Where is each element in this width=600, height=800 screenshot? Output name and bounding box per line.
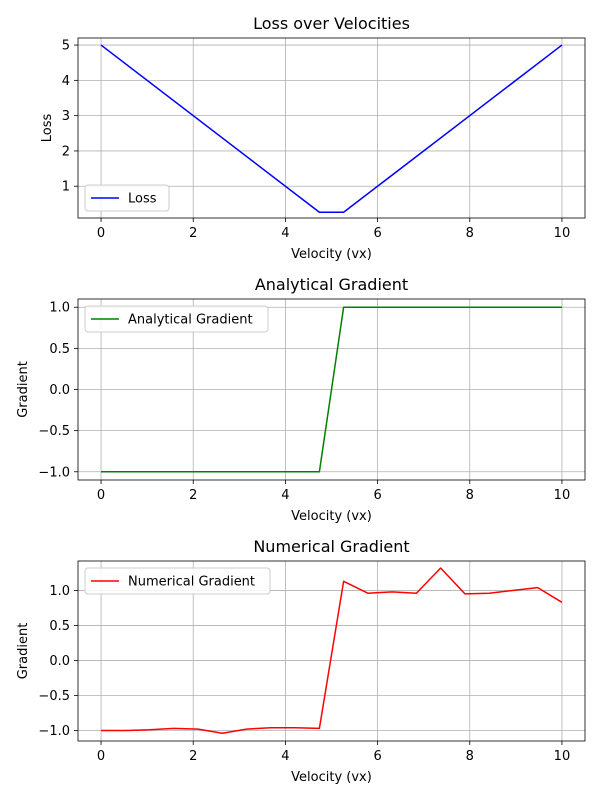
x-tick-label: 2 [189,226,197,241]
y-tick-label: 2 [62,144,70,159]
y-axis-label: Gradient [16,361,31,418]
x-tick-label: 0 [97,226,105,241]
x-tick-label: 2 [189,749,197,764]
x-tick-label: 4 [281,488,289,503]
chart-title: Analytical Gradient [255,275,408,294]
y-tick-label: −1.0 [38,724,70,739]
y-tick-label: −0.5 [38,689,70,704]
x-axis-label: Velocity (vx) [291,247,372,262]
y-tick-label: 3 [62,109,70,124]
y-tick-label: 5 [62,39,70,54]
legend-label: Analytical Gradient [128,313,253,328]
y-tick-label: 0.0 [49,383,70,398]
legend: Analytical Gradient [84,305,269,333]
x-tick-label: 8 [466,226,474,241]
y-tick-label: 0.0 [49,654,70,669]
series-line-1 [100,44,563,213]
series-line-1 [101,306,562,473]
chart-2: 0 2 4 6 8 10 −1.0 −0.5 0.0 0.5 1.0 Analytical Gradi… [16,275,586,524]
y-tick-label: 1.0 [49,301,70,316]
y-tick-label: −0.5 [38,424,70,439]
legend-label: Loss [128,192,157,207]
y-axis-label: Gradient [16,623,31,680]
x-tick-label: 6 [373,226,381,241]
legend-box [84,567,271,595]
y-tick-label: 1 [62,180,70,195]
chart-title: Loss over Velocities [253,14,410,33]
legend: Loss [84,184,170,212]
y-tick-label: 1.0 [49,584,70,599]
legend-box [84,305,269,333]
x-tick-label: 10 [554,749,571,764]
x-tick-label: 0 [97,749,105,764]
x-axis-label: Velocity (vx) [291,770,372,785]
x-tick-label: 10 [554,226,571,241]
y-axis-label: Loss [40,114,55,143]
axes-frame [77,37,586,219]
chart-3: 0 2 4 6 8 10 −1.0 −0.5 0.0 0.5 1.0 Numerical Gradie… [16,537,586,785]
x-tick-label: 2 [189,488,197,503]
x-tick-label: 6 [373,749,381,764]
x-tick-label: 6 [373,488,381,503]
x-axis-label: Velocity (vx) [291,509,372,524]
legend: Numerical Gradient [84,567,271,595]
y-tick-label: 4 [62,74,70,89]
axes-frame [77,560,586,742]
series-line-1 [101,567,563,735]
x-tick-label: 8 [466,488,474,503]
chart-title: Numerical Gradient [253,537,409,556]
y-tick-label: −1.0 [38,465,70,480]
legend-label: Numerical Gradient [128,575,255,590]
x-tick-label: 4 [281,226,289,241]
y-tick-label: 0.5 [49,342,70,357]
x-tick-label: 0 [97,488,105,503]
x-tick-label: 10 [554,488,571,503]
x-tick-label: 8 [466,749,474,764]
legend-box [84,184,170,212]
x-tick-label: 4 [281,749,289,764]
y-tick-label: 0.5 [49,619,70,634]
